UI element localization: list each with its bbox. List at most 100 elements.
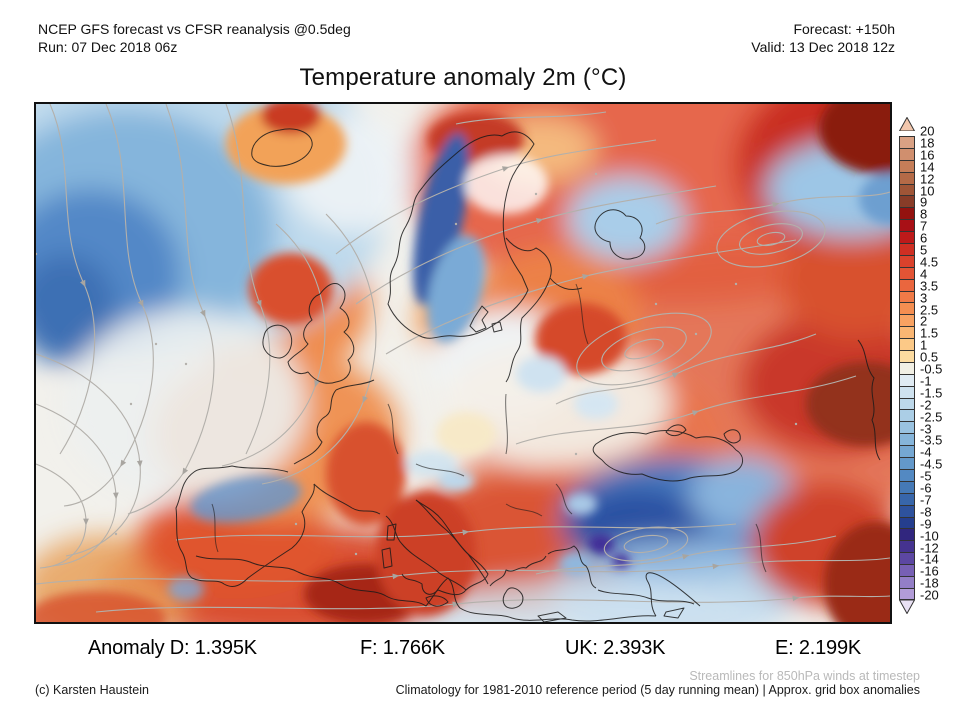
- colorbar-tick-label: 0.5: [920, 349, 939, 365]
- colorbar-tick-label: -18: [920, 575, 939, 591]
- colorbar-segment: [900, 516, 914, 529]
- streamlines-layer: [36, 104, 890, 613]
- colorbar-tick-label: -16: [920, 563, 939, 579]
- colorbar-tick-label: -4.5: [920, 456, 943, 472]
- colorbar-tick-label: 9: [920, 194, 928, 210]
- colorbar-segment: [900, 409, 914, 422]
- colorbar-tick-label: 2: [920, 313, 928, 329]
- colorbar-segment: [900, 326, 914, 339]
- coastlines-layer: [175, 128, 881, 622]
- colorbar-tick-label: 1: [920, 337, 928, 353]
- colorbar-tick-label: 4.5: [920, 254, 939, 270]
- colorbar-tick-label: -1: [920, 373, 932, 389]
- colorbar-segment: [900, 564, 914, 576]
- colorbar-segment: [900, 159, 914, 172]
- colorbar-tick-label: 8: [920, 206, 928, 222]
- colorbar-tick-label: -0.5: [920, 361, 943, 377]
- colorbar-tick-label: 3.5: [920, 278, 939, 294]
- colorbar-bar: [898, 116, 916, 619]
- streamlines-note: Streamlines for 850hPa winds at timestep: [689, 669, 920, 683]
- colorbar-tick-label: -3.5: [920, 432, 943, 448]
- anomaly-value-europe: E: 2.199K: [775, 637, 862, 659]
- colorbar-segment: [900, 195, 914, 208]
- anomaly-value-france: F: 1.766K: [360, 637, 445, 659]
- colorbar-segment: [900, 433, 914, 446]
- colorbar-tick-label: -8: [920, 504, 932, 520]
- streamline-spiral-northeast: [716, 210, 826, 268]
- colorbar-tick-label: 12: [920, 171, 935, 187]
- colorbar-segment: [900, 504, 914, 517]
- credit-line: (c) Karsten Haustein: [35, 683, 149, 697]
- colorbar-segment: [900, 147, 914, 160]
- colorbar-segment: [900, 243, 914, 255]
- anomaly-value-germany: Anomaly D: 1.395K: [88, 637, 257, 659]
- climatology-note: Climatology for 1981-2010 reference peri…: [395, 683, 920, 697]
- colorbar-tick-label: 1.5: [920, 325, 939, 341]
- colorbar-tick-label: -20: [920, 587, 939, 603]
- colorbar-segment: [900, 373, 914, 386]
- colorbar-tick-label: 7: [920, 218, 928, 234]
- colorbar-segment: [900, 266, 914, 279]
- colorbar-tick-label: -4: [920, 444, 932, 460]
- colorbar-tick-label: -1.5: [920, 385, 943, 401]
- colorbar-tick-label: 16: [920, 147, 935, 163]
- colorbar-segment: [900, 171, 914, 184]
- colorbar-segment: [900, 397, 914, 410]
- colorbar-segment: [900, 540, 914, 553]
- header-right: Forecast: +150h Valid: 13 Dec 2018 12z: [751, 20, 895, 56]
- colorbar-tick-label: -12: [920, 540, 939, 555]
- colorbar-segment: [900, 231, 914, 244]
- colorbar-labels: 20 18 16 14 12 10 9 8 7 6 5 4.5 4 3.5 3 2.5 2 1.5 1 0.5 -0.5…: [920, 117, 958, 617]
- colorbar-segment: [900, 492, 914, 505]
- colorbar-tick-label: -7: [920, 492, 932, 508]
- header-left: NCEP GFS forecast vs CFSR reanalysis @0.…: [38, 20, 351, 56]
- colorbar: 20 18 16 14 12 10 9 8 7 6 5 4.5 4 3.5 3 2.5 2 1.5 1 0.5 -0.5…: [898, 116, 959, 619]
- colorbar-tick-label: 3: [920, 290, 928, 306]
- forecast-lead-line: Forecast: +150h: [793, 21, 895, 37]
- colorbar-tick-label: 5: [920, 242, 928, 258]
- page-title: Temperature anomaly 2m (°C): [299, 64, 627, 91]
- colorbar-segment: [900, 302, 914, 315]
- colorbar-segment: [900, 361, 914, 374]
- colorbar-segment: [900, 457, 914, 469]
- colorbar-segment: [900, 338, 914, 351]
- colorbar-segment: [900, 314, 914, 327]
- colorbar-segment: [900, 278, 914, 291]
- colorbar-segment: [900, 350, 914, 362]
- colorbar-tick-label: -3: [920, 421, 932, 436]
- anomaly-map: [34, 102, 892, 624]
- model-run-line: NCEP GFS forecast vs CFSR reanalysis @0.…: [38, 21, 351, 37]
- colorbar-tick-label: -2: [920, 397, 932, 413]
- colorbar-segment: [900, 528, 914, 541]
- colorbar-segment: [900, 468, 914, 481]
- colorbar-segment: [900, 136, 914, 148]
- map-canvas: [36, 104, 890, 622]
- colorbar-segment: [900, 445, 914, 458]
- streamline-spiral-black-sea: [576, 312, 712, 386]
- streamline-spiral-anatolia: [603, 526, 689, 562]
- colorbar-segment: [900, 254, 914, 267]
- colorbar-segment: [900, 575, 914, 588]
- colorbar-tick-label: 14: [920, 159, 935, 175]
- colorbar-tick-label: 10: [920, 183, 935, 198]
- run-time-line: Run: 07 Dec 2018 06z: [38, 39, 178, 55]
- colorbar-tick-label: -5: [920, 468, 932, 484]
- colorbar-tick-label: 20: [920, 123, 935, 139]
- colorbar-tick-label: 6: [920, 230, 928, 246]
- colorbar-tick-label: 4: [920, 266, 928, 282]
- colorbar-segment: [900, 207, 914, 220]
- anomaly-value-uk: UK: 2.393K: [565, 637, 666, 659]
- colorbar-segment: [900, 587, 914, 600]
- colorbar-tick-label: -14: [920, 551, 939, 567]
- valid-time-line: Valid: 13 Dec 2018 12z: [751, 39, 895, 55]
- colorbar-tick-label: -10: [920, 528, 939, 544]
- colorbar-segment: [900, 290, 914, 303]
- streamline-dots: [36, 172, 798, 556]
- colorbar-tick-label: -6: [920, 480, 932, 496]
- colorbar-segment: [900, 552, 914, 565]
- colorbar-segment: [900, 421, 914, 434]
- colorbar-tick-label: 2.5: [920, 302, 939, 317]
- colorbar-tick-label: -2.5: [920, 409, 943, 425]
- colorbar-segment: [900, 219, 914, 232]
